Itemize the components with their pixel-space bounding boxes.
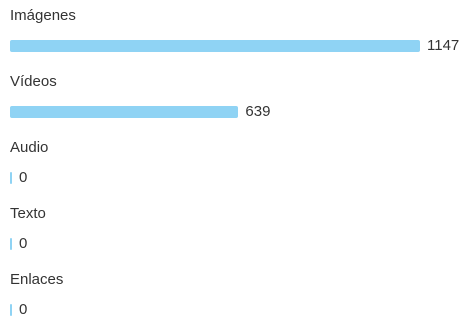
category-label: Texto <box>10 205 46 222</box>
value-label: 639 <box>245 103 271 120</box>
bar <box>10 172 12 184</box>
bar <box>10 40 420 52</box>
value-label: 0 <box>19 235 28 252</box>
value-label: 0 <box>19 301 28 318</box>
category-label: Vídeos <box>10 73 57 90</box>
category-label: Audio <box>10 139 49 156</box>
bar <box>10 238 12 250</box>
value-label: 0 <box>19 169 28 186</box>
bar <box>10 304 12 316</box>
bar <box>10 106 239 118</box>
value-label: 1147 <box>427 37 460 54</box>
category-label: Enlaces <box>10 271 64 288</box>
category-label: Imágenes <box>10 7 76 24</box>
